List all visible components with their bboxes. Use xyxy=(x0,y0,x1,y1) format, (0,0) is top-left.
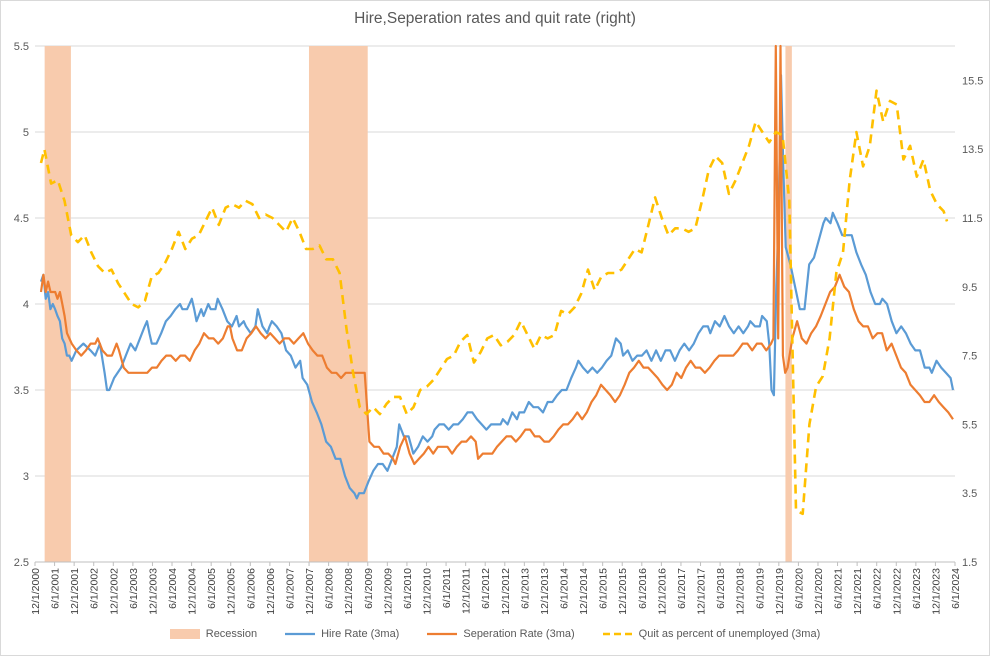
x-axis-tick-label: 12/1/2005 xyxy=(226,568,238,615)
x-axis-tick-label: 6/1/2005 xyxy=(206,568,218,609)
legend-item: Quit as percent of unemployed (3ma) xyxy=(602,628,821,640)
x-axis-tick-label: 6/1/2004 xyxy=(167,568,179,609)
x-axis-tick-label: 6/1/2003 xyxy=(128,568,140,609)
x-axis-tick-label: 6/1/2023 xyxy=(911,568,923,609)
x-axis-tick-label: 6/1/2024 xyxy=(950,568,962,609)
x-axis-tick-label: 12/1/2009 xyxy=(382,568,394,615)
left-axis-tick-label: 4.5 xyxy=(14,213,29,225)
x-axis-tick-label: 6/1/2017 xyxy=(676,568,688,609)
x-axis-tick-label: 12/1/2019 xyxy=(774,568,786,615)
right-axis-tick-label: 7.5 xyxy=(962,351,977,363)
right-axis-tick-label: 13.5 xyxy=(962,144,983,156)
x-axis-tick-label: 12/1/2021 xyxy=(852,568,864,615)
x-axis-tick-label: 12/1/2023 xyxy=(930,568,942,615)
x-axis-tick-label: 12/1/2017 xyxy=(696,568,708,615)
legend-item: Seperation Rate (3ma) xyxy=(427,628,575,640)
left-axis-tick-label: 2.5 xyxy=(14,557,29,569)
x-axis-tick-label: 6/1/2020 xyxy=(793,568,805,609)
series-line-quit-rate xyxy=(39,89,949,516)
left-axis-tick-label: 3.5 xyxy=(14,385,29,397)
x-axis-tick-label: 12/1/2004 xyxy=(187,568,199,615)
x-axis-tick-label: 6/1/2016 xyxy=(637,568,649,609)
legend-swatch xyxy=(169,629,200,639)
left-axis-tick-label: 3 xyxy=(23,471,29,483)
right-axis-tick-label: 15.5 xyxy=(962,75,983,87)
left-axis-tick-label: 4 xyxy=(23,299,29,311)
x-axis-tick-label: 6/1/2007 xyxy=(284,568,296,609)
recession-band xyxy=(308,46,368,562)
x-axis-tick-label: 6/1/2013 xyxy=(519,568,531,609)
x-axis-tick-label: 12/1/2022 xyxy=(891,568,903,615)
x-axis-tick-label: 6/1/2012 xyxy=(480,568,492,609)
x-axis-tick-label: 6/1/2014 xyxy=(559,568,571,609)
legend-label: Seperation Rate (3ma) xyxy=(463,628,575,640)
x-axis-tick-label: 12/1/2007 xyxy=(304,568,316,615)
x-axis-tick-label: 12/1/2001 xyxy=(69,568,81,615)
chart-title: Hire,Seperation rates and quit rate (rig… xyxy=(354,10,636,27)
right-axis-tick-label: 9.5 xyxy=(962,282,977,294)
x-axis-tick-label: 12/1/2010 xyxy=(421,568,433,615)
x-axis-tick-label: 6/1/2011 xyxy=(441,568,453,608)
x-axis-tick-label: 6/1/2008 xyxy=(324,568,336,609)
legend-item: Hire Rate (3ma) xyxy=(285,628,399,640)
x-axis-tick-label: 12/1/2011 xyxy=(461,568,473,614)
x-axis-tick-label: 12/1/2003 xyxy=(147,568,159,615)
recession-band xyxy=(44,46,71,562)
x-axis-tick-label: 12/1/2006 xyxy=(265,568,277,615)
x-axis-tick-label: 12/1/2013 xyxy=(539,568,551,615)
series-line-seperation-rate xyxy=(39,44,954,466)
recession-band xyxy=(785,46,792,562)
x-axis-tick-label: 6/1/2006 xyxy=(245,568,257,609)
x-axis-tick-label: 6/1/2022 xyxy=(872,568,884,609)
x-axis-tick-label: 12/1/2012 xyxy=(500,568,512,615)
x-axis-tick-label: 12/1/2014 xyxy=(578,568,590,615)
legend-item: Recession xyxy=(169,628,258,640)
left-axis-tick-label: 5.5 xyxy=(14,41,29,53)
right-axis-tick-label: 11.5 xyxy=(962,213,983,225)
x-axis-tick-label: 6/1/2010 xyxy=(402,568,414,609)
legend-swatch xyxy=(285,632,316,636)
x-axis-tick-label: 12/1/2018 xyxy=(735,568,747,615)
legend-label: Quit as percent of unemployed (3ma) xyxy=(638,628,821,640)
right-axis-tick-label: 5.5 xyxy=(962,419,977,431)
x-axis-tick-label: 12/1/2002 xyxy=(108,568,120,615)
x-axis-tick-label: 6/1/2009 xyxy=(363,568,375,609)
x-axis-tick-label: 6/1/2002 xyxy=(89,568,101,609)
legend-label: Hire Rate (3ma) xyxy=(321,628,400,640)
right-axis-tick-label: 3.5 xyxy=(962,488,977,500)
legend-swatch xyxy=(602,632,633,636)
right-axis-tick-label: 1.5 xyxy=(962,557,977,569)
x-axis-tick-label: 6/1/2018 xyxy=(715,568,727,609)
x-axis-tick-label: 12/1/2008 xyxy=(343,568,355,615)
x-axis-tick-label: 12/1/2015 xyxy=(617,568,629,615)
x-axis-tick-label: 6/1/2015 xyxy=(598,568,610,609)
x-axis-tick-label: 6/1/2021 xyxy=(833,568,845,609)
left-axis-tick-label: 5 xyxy=(23,127,29,139)
series-line-hire-rate xyxy=(39,74,955,500)
x-axis-tick-label: 12/1/2020 xyxy=(813,568,825,615)
x-axis-tick-label: 12/1/2000 xyxy=(30,568,42,615)
chart-legend: Recession Hire Rate (3ma) Seperation Rate … xyxy=(0,628,990,640)
legend-swatch xyxy=(427,632,458,636)
x-axis-tick-label: 6/1/2001 xyxy=(50,568,62,609)
x-axis-tick-label: 6/1/2019 xyxy=(754,568,766,609)
legend-label: Recession xyxy=(205,628,258,640)
x-axis-tick-label: 12/1/2016 xyxy=(656,568,668,615)
